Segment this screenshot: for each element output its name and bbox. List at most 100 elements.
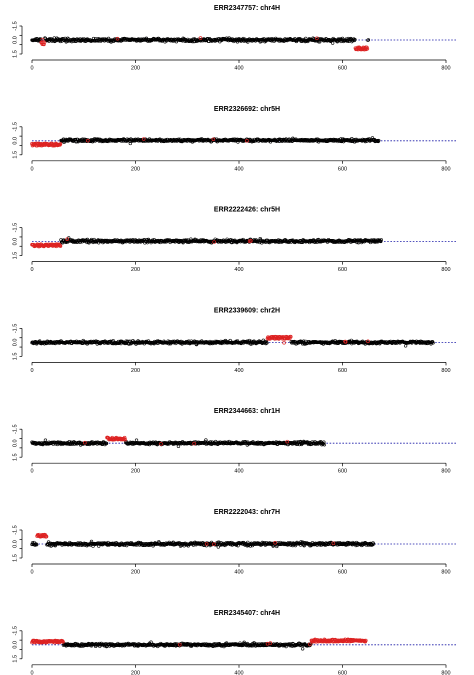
x-tick-label: 0 [30,570,33,576]
panel-title: ERR2339609: chr2H [214,307,280,314]
data-point [176,444,181,448]
x-tick-label: 400 [234,267,243,273]
x-tick-label: 600 [338,670,347,675]
x-tick-label: 200 [131,670,140,675]
chart-panel-3: ERR2222426: chr5H-1.50.01.50 200 400 600 800 [13,207,456,273]
x-tick-label: 800 [441,368,450,374]
x-tick-label: 0 [30,166,33,172]
data-point [366,38,371,42]
panel-title: ERR2222043: chr7H [214,509,280,516]
x-tick-label: 200 [131,166,140,172]
y-tick-label: 0.0 [13,641,19,649]
y-tick-label: -1.5 [13,324,19,333]
x-tick-label: 600 [338,570,347,576]
y-tick-label: 1.5 [13,353,19,361]
panel-title: ERR2344663: chr1H [214,408,280,415]
data-point-highlighted [198,36,203,40]
data-point-highlighted [40,37,45,42]
panel-title: ERR2326692: chr5H [214,106,280,113]
y-tick-label: 0.0 [13,339,19,347]
x-tick-label: 400 [234,469,243,475]
x-tick-label: 400 [234,368,243,374]
data-point [66,239,70,243]
x-tick-label: 600 [338,66,347,72]
x-tick-label: 0 [30,66,33,72]
y-tick-label: -1.5 [13,525,19,534]
y-tick-label: 0.0 [13,36,19,44]
data-point-highlighted [58,142,63,146]
y-tick-label: 1.5 [13,151,19,159]
x-tick-label: 800 [441,267,450,273]
x-tick-label: 200 [131,66,140,72]
data-point-highlighted [42,42,46,47]
y-tick-label: -1.5 [13,424,19,433]
x-tick-label: 800 [441,166,450,172]
x-tick-label: 200 [131,368,140,374]
data-points [30,36,371,52]
y-tick-label: 1.5 [13,50,19,58]
chart-panel-6: ERR2222043: chr7H -1.5 0.0 1.5 0 200 400 600 800 [13,509,456,576]
data-points [30,435,327,448]
data-point [331,41,335,45]
data-point [317,40,321,44]
y-tick-label: 1.5 [13,655,19,663]
x-tick-label: 600 [338,166,347,172]
data-point [353,38,357,42]
data-point-highlighted [211,137,216,142]
x-tick-label: 400 [234,66,243,72]
y-tick-label: 1.5 [13,554,19,562]
y-tick-label: 0.0 [13,238,19,246]
x-tick-label: 0 [30,368,33,374]
data-points [30,236,383,249]
data-points [30,532,376,549]
y-tick-label: 1.5 [13,453,19,461]
data-point-highlighted [115,36,120,41]
x-tick-label: 600 [338,469,347,475]
x-tick-label: 600 [338,368,347,374]
data-point [85,237,90,242]
data-points [30,136,381,148]
y-tick-label: 0.0 [13,439,19,447]
data-point-highlighted [42,40,47,45]
x-tick-label: 200 [131,469,140,475]
x-tick-label: 400 [234,166,243,172]
x-tick-label: 0 [30,267,33,273]
x-tick-label: 200 [131,570,140,576]
x-tick-label: 600 [338,267,347,273]
x-tick-label: 400 [234,570,243,576]
data-points [30,334,435,348]
data-point-highlighted [315,36,319,41]
data-point [377,138,381,143]
y-tick-label: 1.5 [13,252,19,260]
y-tick-label: -1.5 [13,21,19,30]
x-tick-label: 800 [441,570,450,576]
panel-title: ERR2345407: chr4H [214,610,280,617]
chart-panel-5: ERR2344663: chr1H -1.5 0.0 1.5 0 200 400 600 800 [13,408,456,475]
panel-title: ERR2222426: chr5H [214,207,280,214]
x-tick-label: 0 [30,469,33,475]
chart-panel-2: ERR2326692: chr5H -1.5 0.0 1.5 0 200 400 600 800 [13,106,456,172]
x-tick-label: 800 [441,469,450,475]
data-point-highlighted [86,138,90,143]
data-points [30,637,368,651]
chart-panel-1: ERR2347757: chr4H -1.5 0.0 1.5 0 200 400 600 800 [13,5,456,72]
panel-title: ERR2347757: chr4H [214,5,280,12]
data-point [366,38,370,42]
data-point [316,137,320,141]
data-point-highlighted [245,138,249,143]
y-tick-label: -1.5 [13,626,19,635]
x-tick-label: 800 [441,66,450,72]
data-point [300,647,305,651]
data-point-highlighted [365,46,370,51]
x-tick-label: 800 [441,670,450,675]
data-point [340,36,345,41]
y-tick-label: 0.0 [13,137,19,145]
y-tick-label: 0.0 [13,540,19,548]
data-point [403,344,408,348]
y-tick-label: -1.5 [13,122,19,131]
data-point-highlighted [141,137,146,141]
x-tick-label: 0 [30,670,33,675]
x-tick-label: 400 [234,670,243,675]
chart-panel-7: ERR2345407: chr4H -1.5 0.0 1.5 0 200 400 600 800 [13,610,456,675]
